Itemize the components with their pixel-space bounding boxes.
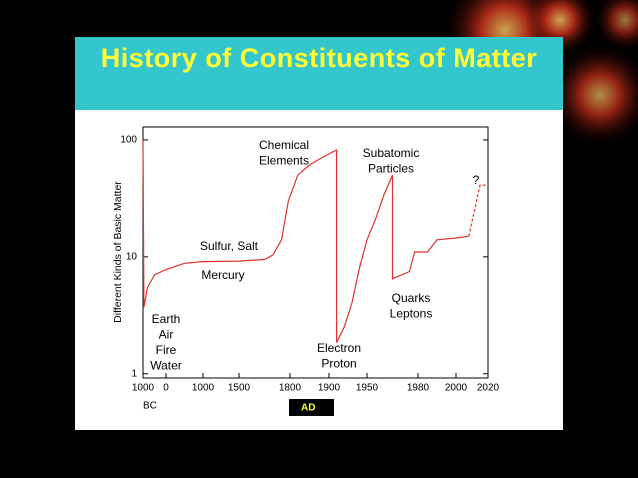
y-tick-label: 10: [126, 251, 138, 262]
annotation: Proton: [321, 357, 356, 371]
x-tick-label: 1000: [192, 383, 215, 394]
title: History of Constituents of Matter: [75, 37, 563, 110]
annotation: Leptons: [390, 307, 433, 321]
annotation: Sulfur, Salt: [200, 239, 259, 253]
x-tick-label: 1950: [356, 383, 379, 394]
chart-background: [75, 110, 563, 430]
plot-frame: [142, 126, 489, 379]
x-tick-label: 1500: [228, 383, 251, 394]
x-tick-label: 1900: [318, 383, 341, 394]
x-tick-label: 1980: [407, 383, 430, 394]
annotation: Electron: [317, 341, 361, 355]
x-era-note: AD: [301, 403, 315, 414]
x-tick-label: 2000: [445, 383, 468, 394]
y-axis-label: Different Kinds of Basic Matter: [112, 181, 124, 323]
annotation: Fire: [156, 343, 177, 357]
data-line: [142, 139, 469, 343]
x-tick-label: 1000: [132, 383, 155, 394]
x-tick-label: 0: [163, 383, 169, 394]
y-tick-label: 1: [131, 368, 137, 379]
y-tick-label: 100: [120, 135, 137, 146]
x-era-note: BC: [143, 401, 157, 412]
annotation: Water: [150, 359, 182, 373]
data-line: [468, 184, 488, 237]
annotation: Quarks: [392, 291, 431, 305]
era-box: [289, 399, 334, 416]
x-tick-label: 2020: [477, 383, 500, 394]
annotation: Particles: [368, 162, 414, 176]
annotation: Earth: [152, 312, 181, 326]
annotation: Air: [159, 328, 174, 342]
annotation: Subatomic: [363, 146, 420, 160]
annotation: Mercury: [201, 268, 244, 282]
x-tick-label: 1800: [279, 383, 302, 394]
annotation: ?: [473, 173, 480, 187]
annotation: Chemical: [259, 138, 309, 152]
annotation: Elements: [259, 154, 309, 168]
